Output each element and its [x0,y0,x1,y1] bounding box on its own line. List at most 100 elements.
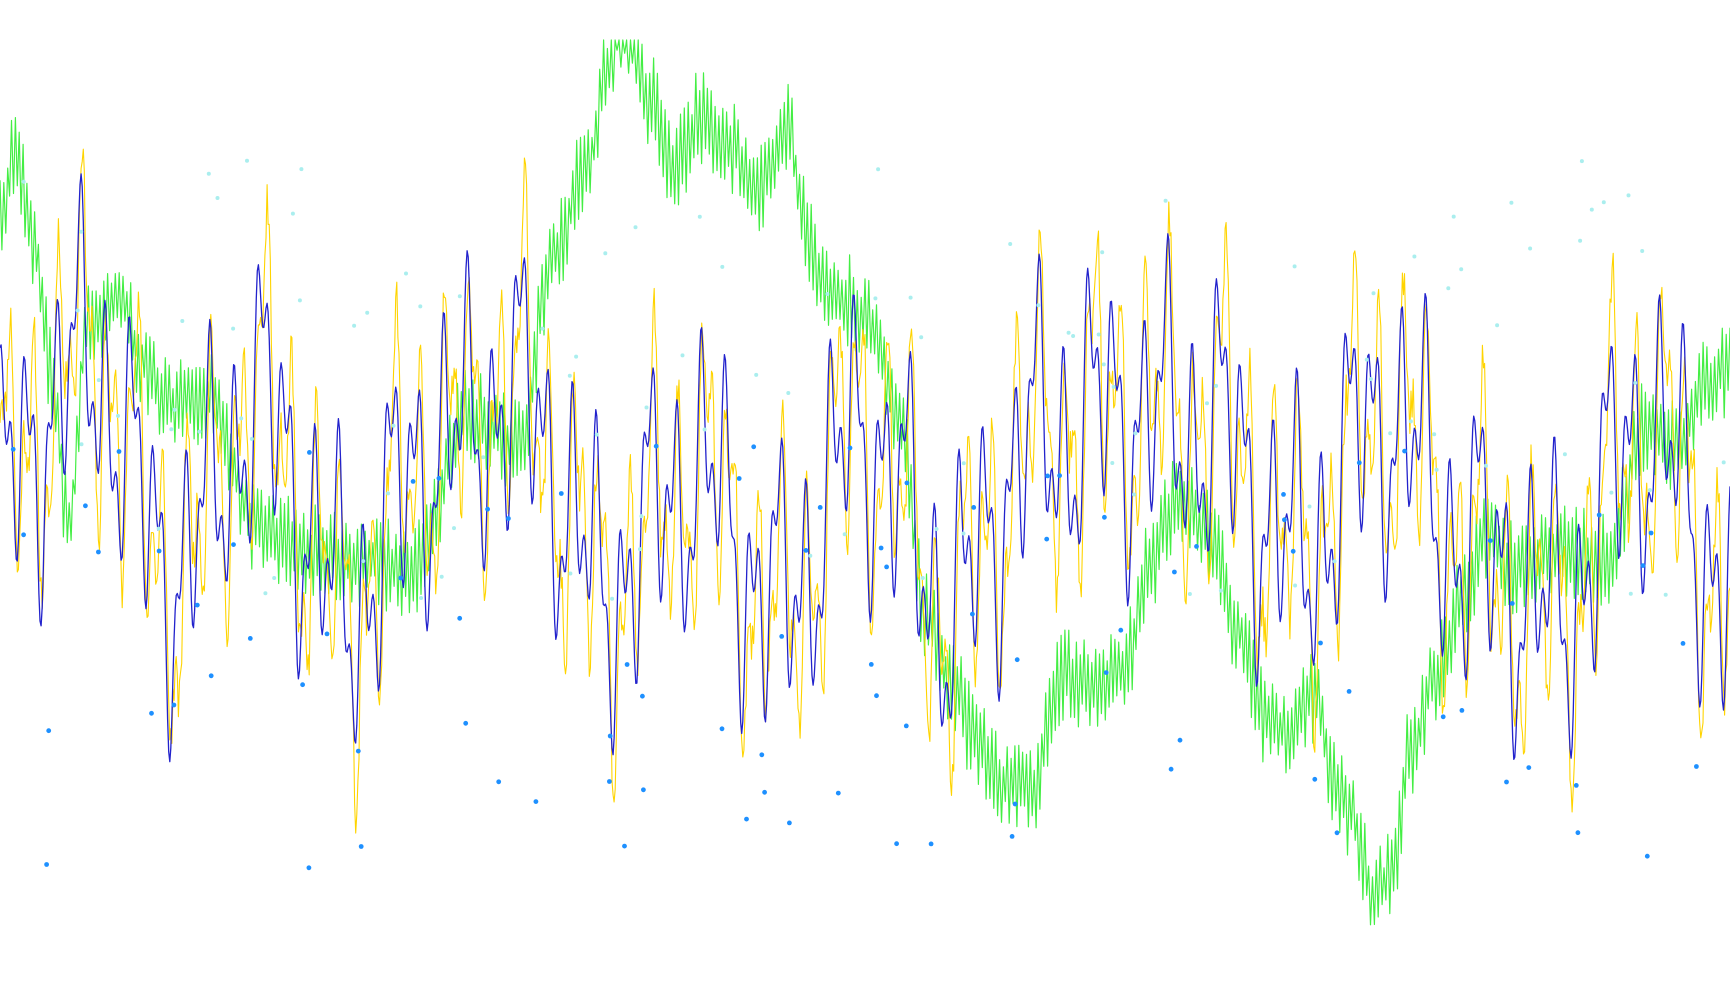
data-point-signal-dots [436,475,442,481]
data-point-faint-dots [638,547,642,552]
data-point-faint-dots [919,335,924,340]
data-point-faint-dots [1368,377,1373,381]
data-point-faint-dots [290,211,295,216]
data-point-faint-dots [21,179,26,184]
data-point-signal-dots [1168,766,1174,772]
data-point-signal-dots [1504,779,1509,785]
data-point-faint-dots [873,296,878,301]
data-point-faint-dots [452,526,456,531]
data-point-signal-dots [44,862,49,867]
data-point-faint-dots [1459,267,1464,272]
data-point-faint-dots [96,378,101,383]
data-point-faint-dots [594,432,599,437]
data-point-faint-dots [1388,431,1393,436]
data-point-signal-dots [506,516,511,521]
data-point-faint-dots [1101,362,1106,367]
data-point-faint-dots [1205,401,1209,406]
data-point-faint-dots [1100,250,1105,255]
data-point-signal-dots [1644,853,1650,859]
data-point-signal-dots [1640,563,1646,568]
data-point-signal-dots [622,843,627,849]
data-point-faint-dots [568,571,573,576]
data-point-signal-dots [1346,689,1352,694]
data-point-faint-dots [1036,303,1041,308]
data-point-faint-dots [1132,492,1136,497]
data-point-signal-dots [1057,473,1062,478]
data-point-signal-dots [457,615,463,621]
data-point-signal-dots [787,820,792,826]
data-point-faint-dots [1528,246,1533,251]
data-point-signal-dots [1459,708,1465,713]
data-point-faint-dots [786,391,791,395]
data-point-signal-dots [878,545,884,551]
data-point-signal-dots [903,723,909,729]
data-point-faint-dots [215,196,220,200]
data-point-signal-dots [10,446,16,452]
data-point-faint-dots [644,405,649,410]
data-point-faint-dots [961,531,966,536]
data-point-signal-dots [355,748,361,754]
data-point-faint-dots [1609,490,1614,495]
data-point-signal-dots [46,728,52,734]
data-point-faint-dots [1663,592,1668,597]
data-point-faint-dots [457,294,462,299]
data-point-faint-dots [180,319,185,323]
data-point-faint-dots [263,591,268,596]
data-point-signal-dots [231,542,236,547]
data-point-signal-dots [485,506,490,512]
data-point-signal-dots [1648,530,1654,536]
data-point-faint-dots [1133,431,1138,436]
data-point-signal-dots [533,799,539,804]
data-point-signal-dots [653,443,659,449]
data-point-faint-dots [1071,334,1076,338]
data-point-faint-dots [1332,559,1337,564]
data-point-faint-dots [1066,330,1071,335]
data-point-signal-dots [83,503,88,509]
data-point-faint-dots [842,532,847,537]
data-point-faint-dots [1451,214,1456,219]
data-point-faint-dots [720,264,725,269]
data-point-faint-dots [1432,432,1437,437]
data-point-faint-dots [1647,488,1652,493]
data-point-signal-dots [116,449,122,454]
data-point-signal-dots [324,631,330,637]
data-point-signal-dots [1694,764,1699,769]
data-point-signal-dots [1526,765,1532,770]
data-point-faint-dots [1111,384,1116,389]
data-point-signal-dots [496,779,502,785]
data-point-signal-dots [1596,512,1602,518]
data-point-faint-dots [404,271,408,276]
data-point-faint-dots [79,229,84,234]
dot-series-layer [10,158,1726,871]
data-point-signal-dots [607,733,613,739]
data-point-faint-dots [1633,380,1638,385]
data-point-signal-dots [641,787,646,793]
series-line-oscillator-raw [0,148,1730,834]
data-point-signal-dots [1509,601,1515,606]
data-point-faint-dots [365,310,370,315]
data-point-faint-dots [299,167,304,172]
data-point-faint-dots [1589,207,1594,212]
data-point-signal-dots [358,844,364,849]
data-point-faint-dots [206,171,211,176]
data-point-signal-dots [640,693,645,699]
data-point-faint-dots [574,354,579,359]
data-point-faint-dots [361,559,366,564]
data-point-signal-dots [1573,783,1579,788]
data-point-signal-dots [1103,670,1109,675]
data-point-faint-dots [386,491,391,496]
data-point-signal-dots [762,789,767,795]
data-point-signal-dots [1009,834,1015,839]
data-point-signal-dots [607,779,612,784]
data-point-faint-dots [639,514,644,519]
data-point-faint-dots [1008,242,1013,246]
data-point-signal-dots [1334,830,1340,836]
data-point-signal-dots [21,532,26,538]
data-point-faint-dots [116,413,120,418]
data-point-signal-dots [970,611,975,617]
data-point-faint-dots [1412,254,1417,259]
data-point-signal-dots [1680,641,1686,646]
data-point-signal-dots [1318,640,1323,646]
data-point-faint-dots [1187,592,1192,596]
data-point-faint-dots [1214,383,1219,388]
